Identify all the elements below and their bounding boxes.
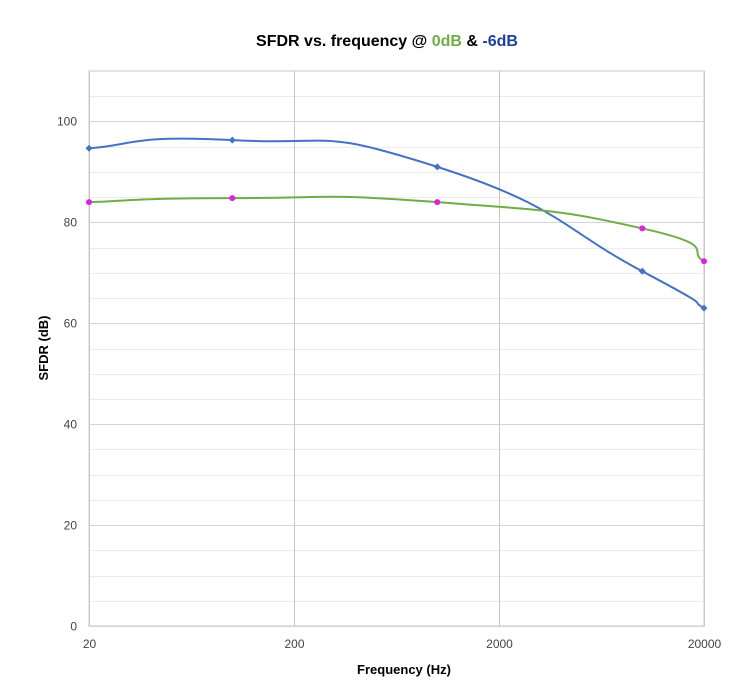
y-tick-label: 0 (70, 620, 77, 634)
x-tick-label: 2000 (486, 637, 513, 651)
y-tick-label: 40 (64, 418, 78, 432)
title-part-0db: 0dB (432, 33, 462, 50)
x-tick-label: 20000 (688, 637, 722, 651)
series-layer (85, 136, 708, 312)
title-part-prefix: SFDR vs. frequency @ (256, 33, 432, 50)
series-0-point (638, 267, 646, 275)
series-1-point (701, 258, 707, 265)
series-0-line (88, 137, 705, 309)
series-1-point (434, 199, 441, 206)
series-0-point (700, 304, 708, 312)
y-tick-label: 60 (64, 317, 78, 331)
series-0-point (228, 136, 236, 144)
tick-layer: 0 20 40 60 80 100 20 200 2000 20000 (57, 115, 722, 652)
y-tick-label: 100 (57, 115, 77, 129)
chart-title: SFDR vs. frequency @ 0dB & -6dB (256, 33, 518, 50)
series-0-point (85, 144, 93, 152)
title-part-6db: -6dB (482, 33, 518, 50)
x-axis-title: Frequency (Hz) (357, 662, 451, 677)
x-tick-label: 200 (284, 637, 304, 651)
series-1-point (86, 199, 92, 206)
y-tick-label: 20 (64, 519, 78, 533)
y-tick-label: 80 (64, 216, 78, 230)
series-1-point (639, 225, 646, 232)
y-axis-title: SFDR (dB) (36, 316, 51, 381)
series-1-point (229, 195, 236, 202)
x-tick-label: 20 (83, 637, 97, 651)
series-0-point (433, 163, 441, 171)
series-1-line (88, 195, 705, 263)
title-part-amp: & (462, 33, 482, 50)
